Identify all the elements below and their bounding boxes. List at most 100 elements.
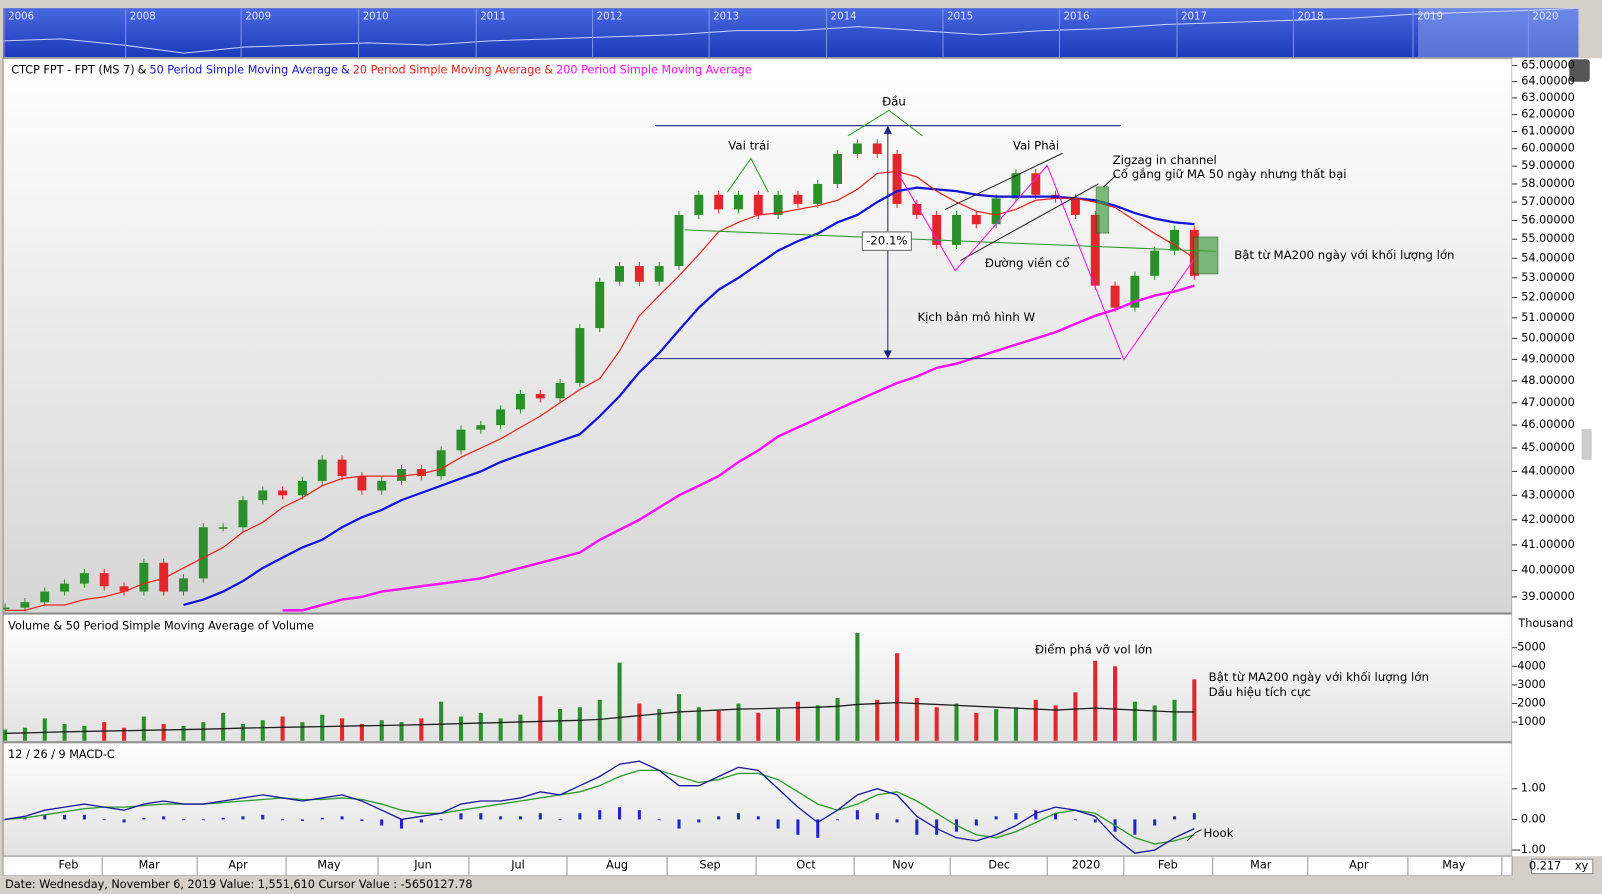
candle (892, 153, 902, 204)
macd-histogram (1153, 819, 1157, 826)
candle (932, 214, 942, 245)
y-tick-label: 42.00000 (1521, 513, 1575, 526)
candle (99, 573, 109, 587)
volume-bar (260, 720, 265, 741)
candle (753, 194, 763, 215)
annotation: Cố gắng giữ MA 50 ngày nhưng thất bại (1113, 167, 1347, 181)
moving-average (282, 284, 1195, 612)
candle (654, 266, 664, 282)
volume-bar (835, 697, 840, 741)
macd-histogram (63, 814, 67, 820)
x-tick-label: Mar (139, 858, 161, 871)
y-tick-label: 51.00000 (1521, 311, 1575, 324)
annotation: Vai trái (728, 139, 769, 153)
volume-bar (3, 729, 8, 741)
volume-bar (657, 709, 662, 741)
volume-bar (1172, 699, 1177, 741)
lock-icon[interactable] (1569, 59, 1590, 82)
annotation: Dấu hiệu tích cực (1209, 685, 1311, 699)
volume-bar (1033, 699, 1038, 741)
chart-title: CTCP FPT - FPT (MS 7) & 50 Period Simple M… (11, 64, 752, 77)
macd-histogram (1192, 813, 1196, 820)
macd-histogram (756, 816, 760, 820)
candle (991, 198, 1001, 225)
candle (1150, 250, 1160, 276)
x-tick-label: May (1442, 858, 1466, 871)
candle (416, 469, 426, 477)
volume-bar (1152, 705, 1157, 741)
candle (3, 607, 10, 610)
x-tick-label: Jun (413, 858, 432, 871)
volume-bar (221, 712, 226, 741)
macd-histogram (23, 817, 27, 820)
y-tick-label: 59.00000 (1521, 159, 1575, 172)
y-tick-label: 41.00000 (1521, 538, 1575, 551)
navigator-scroll[interactable] (1579, 8, 1602, 58)
candle (952, 214, 961, 245)
macd-histogram (578, 813, 582, 820)
macd-histogram (994, 816, 998, 820)
volume-bar (419, 718, 424, 741)
annotation: Zigzag in channel (1113, 153, 1217, 167)
macd-histogram (181, 819, 186, 821)
y-tick-label: 46.00000 (1521, 418, 1575, 431)
navigator-window[interactable] (1418, 8, 1579, 58)
volume-bar (736, 703, 741, 741)
zigzag (896, 164, 1196, 361)
volume-bar (994, 709, 999, 741)
macd-histogram (162, 816, 166, 820)
navigator-year: 2017 (1181, 11, 1207, 22)
candle (297, 480, 307, 496)
zoom-mode[interactable]: xy (1575, 859, 1589, 872)
navigator[interactable] (3, 8, 1579, 58)
candle (357, 476, 367, 491)
candle (575, 328, 585, 384)
zoom-box[interactable] (1530, 858, 1594, 875)
volume-bar (716, 710, 721, 741)
macd-histogram (102, 819, 106, 821)
candle (852, 143, 862, 154)
status-bar (0, 875, 1602, 894)
macd-title: 12 / 26 / 9 MACD-C (8, 748, 115, 761)
macd-histogram (935, 819, 939, 835)
macd-histogram (499, 816, 503, 820)
macd-histogram (1014, 813, 1018, 820)
y-tick-label: 2000 (1517, 697, 1546, 710)
candle (198, 527, 208, 579)
volume-bar (558, 709, 563, 741)
candle (515, 393, 525, 410)
candle (218, 527, 228, 529)
legend-entry: 200 Period Simple Moving Average (556, 64, 752, 77)
volume-bar (637, 703, 642, 741)
y-tick-label: 58.00000 (1521, 177, 1575, 190)
candle (337, 459, 347, 477)
macd-histogram (697, 819, 701, 823)
navigator-year: 2015 (947, 11, 973, 22)
volume-bar (676, 694, 682, 741)
navigator-line (3, 7, 1579, 54)
candle (912, 203, 922, 215)
macd-histogram (320, 817, 324, 820)
candle (1130, 275, 1140, 308)
macd-histogram (836, 819, 840, 821)
macd-histogram (439, 819, 443, 821)
candle (456, 429, 466, 451)
candle (694, 194, 704, 215)
annotations (654, 109, 1219, 842)
volume-bar (1192, 679, 1197, 741)
navigator-year: 2019 (1417, 11, 1443, 22)
navigator-year: 2016 (1064, 11, 1090, 22)
y-tick-label: 65.00000 (1521, 58, 1575, 71)
y-tick-label: 55.00000 (1521, 232, 1575, 245)
volume-bar (181, 725, 186, 741)
candle (20, 602, 30, 608)
y-tick-label: 1000 (1517, 715, 1546, 728)
zoom-value[interactable]: 0.217 (1529, 859, 1561, 872)
y-tick-label: 54.00000 (1521, 251, 1575, 264)
volume-bar (597, 699, 602, 741)
volume-bar (379, 720, 384, 741)
candle (159, 562, 169, 592)
side-handle[interactable] (1581, 429, 1592, 460)
macd-histogram (776, 819, 780, 829)
candle (535, 393, 545, 399)
